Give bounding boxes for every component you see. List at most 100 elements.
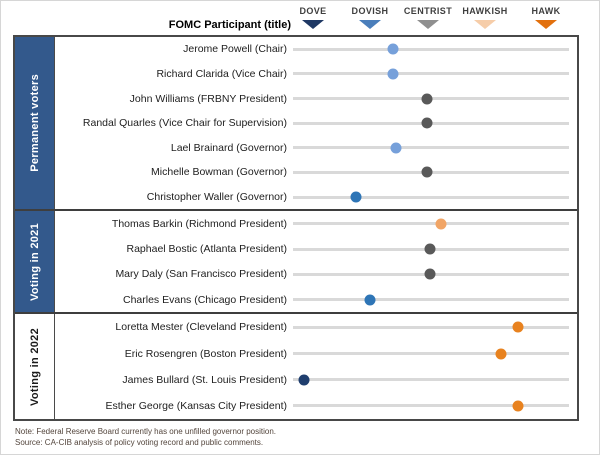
participant-name: Eric Rosengren (Boston President)	[124, 347, 287, 360]
triangle-marker-icon	[417, 20, 439, 29]
stance-track	[293, 62, 569, 87]
stance-track	[293, 111, 569, 136]
voter-group: Permanent voters Jerome Powell (Chair) R…	[15, 37, 577, 210]
track-line	[293, 298, 569, 302]
track-line	[293, 146, 569, 150]
stance-dot	[364, 294, 376, 306]
stance-track	[293, 340, 569, 366]
voter-group: Voting in 2021 Thomas Barkin (Richmond P…	[15, 209, 577, 313]
stance-dot	[421, 93, 433, 105]
scale-category-label: DOVE	[299, 6, 327, 16]
stance-track	[293, 262, 569, 287]
voter-group: Voting in 2022 Loretta Mester (Cleveland…	[15, 312, 577, 419]
track-line	[293, 404, 569, 408]
participant-name: Richard Clarida (Vice Chair)	[156, 67, 287, 80]
stance-dot	[512, 321, 524, 333]
participant-name: Michelle Bowman (Governor)	[151, 166, 287, 179]
participant-name: Raphael Bostic (Atlanta President)	[126, 243, 288, 256]
participant-row: James Bullard (St. Louis President)	[55, 367, 577, 393]
stance-track	[293, 211, 569, 236]
participant-row: Raphael Bostic (Atlanta President)	[55, 237, 577, 262]
triangle-marker-icon	[302, 20, 324, 29]
stance-dot	[435, 218, 447, 230]
stance-track	[293, 86, 569, 111]
group-rows: Loretta Mester (Cleveland President) Eri…	[55, 314, 577, 419]
stance-dot	[350, 191, 362, 203]
group-sidebar: Permanent voters	[15, 37, 55, 210]
participant-row: Randal Quarles (Vice Chair for Supervisi…	[55, 111, 577, 136]
track-line	[293, 47, 569, 51]
triangle-marker-icon	[535, 20, 557, 29]
scale-category: CENTRIST	[397, 6, 459, 29]
participant-name: John Williams (FRBNY President)	[129, 92, 287, 105]
stance-dot	[298, 374, 310, 386]
participant-name: Thomas Barkin (Richmond President)	[111, 217, 287, 230]
stance-dot	[387, 43, 399, 55]
group-rows: Jerome Powell (Chair) Richard Clarida (V…	[55, 37, 577, 209]
participant-row: Jerome Powell (Chair)	[55, 37, 577, 62]
participant-row: Charles Evans (Chicago President)	[55, 287, 577, 312]
stance-dot	[390, 142, 402, 154]
track-line	[293, 72, 569, 76]
stance-track	[293, 367, 569, 393]
participant-name: Charles Evans (Chicago President)	[123, 293, 287, 306]
participant-row: Loretta Mester (Cleveland President)	[55, 314, 577, 340]
stance-track	[293, 393, 569, 419]
scale-category: HAWKISH	[454, 6, 516, 29]
track-line	[293, 325, 569, 329]
track-line	[293, 222, 569, 226]
group-label: Voting in 2022	[28, 327, 41, 406]
footnotes: Note: Federal Reserve Board currently ha…	[15, 426, 276, 448]
participant-row: Eric Rosengren (Boston President)	[55, 340, 577, 366]
triangle-marker-icon	[474, 20, 496, 29]
triangle-marker-icon	[359, 20, 381, 29]
participant-row: Christopher Waller (Governor)	[55, 185, 577, 210]
scale-category: DOVE	[282, 6, 344, 29]
stance-dot	[421, 166, 433, 178]
participant-name: Lael Brainard (Governor)	[170, 141, 287, 154]
participant-row: John Williams (FRBNY President)	[55, 86, 577, 111]
stance-track	[293, 160, 569, 185]
dove-hawk-scale-header: DOVE DOVISH CENTRIST HAWKISH HAWK	[1, 1, 599, 35]
stance-track	[293, 136, 569, 161]
participant-name: Randal Quarles (Vice Chair for Supervisi…	[82, 117, 287, 130]
participant-row: Esther George (Kansas City President)	[55, 393, 577, 419]
stance-track	[293, 287, 569, 312]
stance-dot	[424, 268, 436, 280]
stance-track	[293, 185, 569, 210]
participant-row: Michelle Bowman (Governor)	[55, 160, 577, 185]
scale-category-label: DOVISH	[351, 6, 389, 16]
scale-category: HAWK	[515, 6, 577, 29]
participant-row: Richard Clarida (Vice Chair)	[55, 62, 577, 87]
group-sidebar: Voting in 2022	[15, 314, 55, 419]
note-line: Note: Federal Reserve Board currently ha…	[15, 427, 277, 436]
scale-category: DOVISH	[339, 6, 401, 29]
source-line: Source: CA-CIB analysis of policy voting…	[15, 438, 264, 448]
stance-dot	[495, 348, 507, 360]
group-sidebar: Voting in 2021	[15, 211, 55, 313]
participant-row: Mary Daly (San Francisco President)	[55, 262, 577, 287]
group-label: Voting in 2021	[28, 222, 41, 301]
participant-row: Lael Brainard (Governor)	[55, 136, 577, 161]
stance-dot	[512, 400, 524, 412]
participant-name: Christopher Waller (Governor)	[146, 191, 287, 204]
chart-body: Permanent voters Jerome Powell (Chair) R…	[13, 35, 579, 421]
participant-row: Thomas Barkin (Richmond President)	[55, 211, 577, 236]
scale-category-label: HAWK	[531, 6, 561, 16]
stance-dot	[424, 243, 436, 255]
group-rows: Thomas Barkin (Richmond President) Rapha…	[55, 211, 577, 312]
participant-name: Loretta Mester (Cleveland President)	[115, 321, 287, 334]
participant-column-header: FOMC Participant (title)	[168, 19, 291, 31]
track-line	[293, 378, 569, 382]
scale-category-label: CENTRIST	[403, 6, 453, 16]
participant-name: Esther George (Kansas City President)	[105, 399, 288, 412]
track-line	[293, 195, 569, 199]
participant-name: Jerome Powell (Chair)	[183, 43, 287, 56]
stance-dot	[421, 117, 433, 129]
group-label: Permanent voters	[28, 74, 41, 173]
stance-dot	[387, 68, 399, 80]
stance-track	[293, 37, 569, 62]
track-line	[293, 352, 569, 356]
stance-track	[293, 237, 569, 262]
